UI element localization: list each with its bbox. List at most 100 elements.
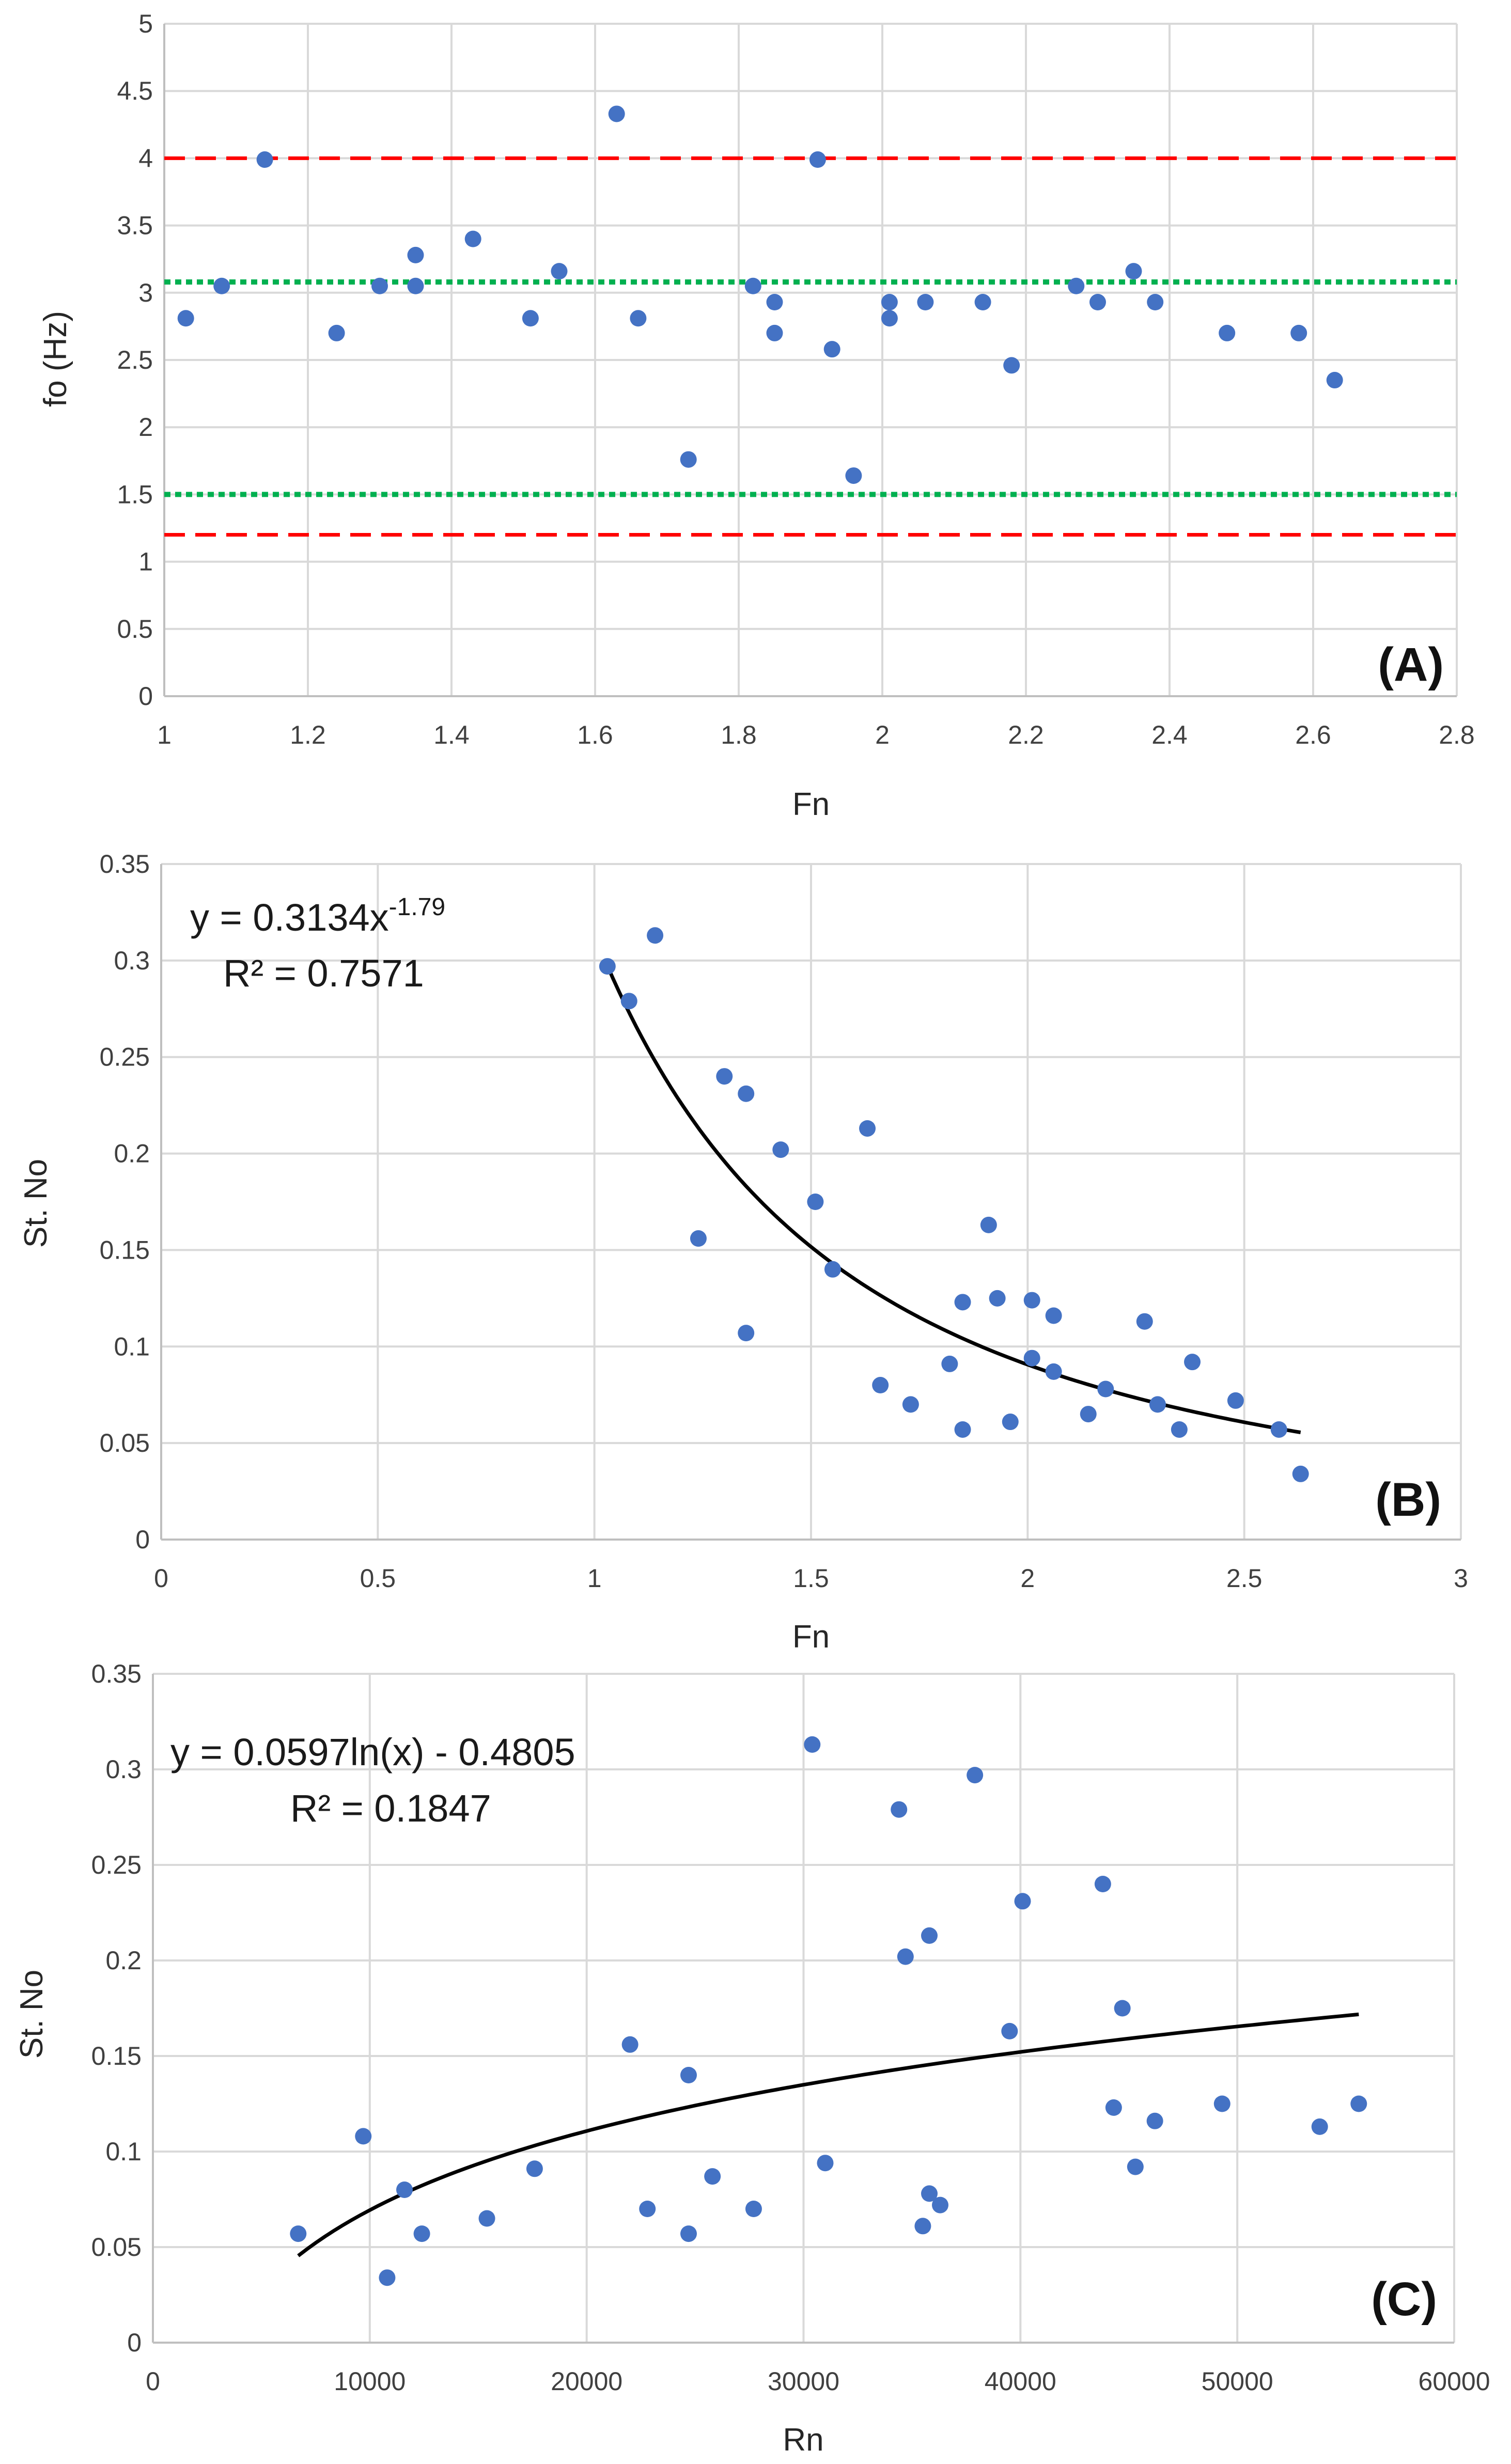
chart-a-x-tick-label: 2.4 bbox=[1151, 720, 1188, 749]
chart-c-y-tick-label: 0.35 bbox=[91, 1659, 142, 1688]
chart-b-data-point bbox=[859, 1120, 876, 1137]
chart-a-x-tick-label: 1.8 bbox=[721, 720, 757, 749]
chart-a-data-point bbox=[766, 294, 783, 311]
chart-b-x-tick-label: 1 bbox=[587, 1564, 602, 1593]
chart-a-y-tick-label: 3 bbox=[138, 278, 153, 307]
chart-a-data-point bbox=[881, 310, 898, 327]
chart-c-data-point bbox=[921, 2185, 938, 2202]
chart-b-x-tick-label: 3 bbox=[1454, 1564, 1468, 1593]
chart-a-y-tick-label: 2 bbox=[138, 413, 153, 442]
chart-c-data-point bbox=[413, 2225, 430, 2242]
chart-a-x-tick-label: 1.4 bbox=[433, 720, 470, 749]
chart-b-data-point bbox=[1171, 1421, 1188, 1438]
chart-b-trendline bbox=[605, 965, 1301, 1434]
chart-a: 1 1.2 1.4 1.6 1.8 2 2.2 2.4 2.6 2.8 0 0.5 1 1.5 2 2.5 3 3… bbox=[38, 9, 1475, 822]
chart-b-equation-line-1: y = 0.3134x-1.79 bbox=[190, 893, 445, 939]
chart-c-y-tick-label: 0.15 bbox=[91, 2042, 142, 2070]
chart-b-x-tick-label: 0.5 bbox=[360, 1564, 396, 1593]
chart-a-data-point bbox=[328, 324, 345, 341]
chart-a-y-tick-label: 1.5 bbox=[117, 480, 153, 509]
chart-b-data-point bbox=[989, 1290, 1006, 1307]
chart-a-x-tick-label: 2.6 bbox=[1295, 720, 1331, 749]
chart-b-data-point bbox=[1023, 1349, 1040, 1367]
chart-b-data-point bbox=[1292, 1465, 1309, 1482]
chart-a-y-tick-label: 4.5 bbox=[117, 76, 153, 105]
chart-b-x-tick-label: 0 bbox=[154, 1564, 168, 1593]
chart-c-data-point bbox=[1350, 2095, 1367, 2112]
chart-a-data-point bbox=[407, 277, 424, 294]
chart-c-data-point bbox=[680, 2225, 697, 2242]
chart-a-points bbox=[177, 105, 1343, 484]
chart-c-x-tick-label: 40000 bbox=[985, 2367, 1056, 2396]
chart-b-y-tick-label: 0.3 bbox=[114, 946, 150, 975]
chart-a-y-tick-label: 5 bbox=[138, 9, 153, 38]
chart-a-x-axis-title: Fn bbox=[792, 787, 830, 822]
chart-a-data-point bbox=[1125, 263, 1142, 280]
chart-a-y-tick-label: 0 bbox=[138, 682, 153, 711]
chart-a-x-tick-label: 1 bbox=[157, 720, 172, 749]
chart-a-data-point bbox=[766, 324, 783, 341]
chart-c-trendline bbox=[297, 2012, 1359, 2257]
chart-c-y-axis-title: St. No bbox=[14, 1970, 50, 2059]
chart-c-data-point bbox=[621, 2036, 638, 2053]
chart-a-data-point bbox=[551, 263, 568, 280]
chart-b-data-point bbox=[1045, 1307, 1062, 1324]
chart-a-ticks: 1 1.2 1.4 1.6 1.8 2 2.2 2.4 2.6 2.8 0 0.5 1 1.5 2 2.5 3 3… bbox=[117, 9, 1474, 749]
chart-c-data-point bbox=[804, 1736, 821, 1753]
chart-c-data-point bbox=[1014, 1893, 1031, 1910]
chart-a-data-point bbox=[809, 151, 826, 168]
chart-b-equation-line-2: R² = 0.7571 bbox=[223, 952, 424, 995]
chart-c-y-tick-label: 0.2 bbox=[105, 1946, 142, 1975]
chart-c-data-point bbox=[1146, 2112, 1163, 2129]
chart-c-ticks: 0 10000 20000 30000 40000 50000 60000 0 0.05 0.1 0… bbox=[91, 1659, 1490, 2396]
chart-a-data-point bbox=[1003, 357, 1020, 374]
chart-b-grid bbox=[160, 863, 1462, 1541]
chart-b-data-point bbox=[1227, 1392, 1244, 1409]
chart-a-data-point bbox=[1089, 294, 1106, 311]
chart-c-data-point bbox=[897, 1948, 914, 1965]
chart-b-data-point bbox=[1097, 1380, 1114, 1398]
chart-b-y-tick-label: 0.35 bbox=[100, 850, 150, 878]
chart-a-data-point bbox=[744, 277, 761, 294]
chart-b-data-point bbox=[1023, 1292, 1040, 1309]
chart-a-y-tick-label: 3.5 bbox=[117, 211, 153, 240]
chart-a-x-tick-label: 1.2 bbox=[290, 720, 326, 749]
chart-c-data-point bbox=[639, 2201, 656, 2217]
chart-b-y-tick-label: 0.05 bbox=[100, 1429, 150, 1457]
chart-b-data-point bbox=[824, 1261, 841, 1278]
chart-b-data-point bbox=[599, 958, 616, 975]
chart-a-panel-label: (A) bbox=[1378, 638, 1444, 691]
chart-b-data-point bbox=[1136, 1313, 1153, 1330]
chart-b-data-point bbox=[1270, 1421, 1287, 1438]
chart-a-data-point bbox=[881, 294, 898, 311]
chart-c-data-point bbox=[914, 2218, 931, 2235]
chart-c: 0 10000 20000 30000 40000 50000 60000 0 0.05 0.1 0… bbox=[14, 1659, 1490, 2458]
chart-b-data-point bbox=[772, 1141, 789, 1158]
chart-c-equation-line-1: y = 0.0597ln(x) - 0.4805 bbox=[170, 1731, 575, 1774]
chart-c-grid bbox=[152, 1673, 1455, 2344]
chart-a-x-tick-label: 2.2 bbox=[1008, 720, 1044, 749]
chart-a-data-point bbox=[1068, 277, 1085, 294]
chart-a-data-point bbox=[608, 105, 625, 122]
chart-c-y-tick-label: 0.25 bbox=[91, 1850, 142, 1879]
chart-a-data-point bbox=[177, 310, 194, 327]
chart-c-x-tick-label: 30000 bbox=[768, 2367, 839, 2396]
chart-c-x-tick-label: 50000 bbox=[1202, 2367, 1273, 2396]
chart-c-data-point bbox=[1001, 2022, 1018, 2039]
chart-a-data-point bbox=[1219, 324, 1236, 341]
chart-a-data-point bbox=[630, 310, 647, 327]
chart-b-x-tick-label: 2.5 bbox=[1226, 1564, 1263, 1593]
chart-a-data-point bbox=[464, 230, 481, 247]
chart-b-y-tick-label: 0.1 bbox=[114, 1332, 150, 1361]
chart-b-points bbox=[599, 927, 1309, 1482]
chart-a-data-point bbox=[371, 277, 388, 294]
chart-c-data-point bbox=[931, 2196, 948, 2214]
chart-a-data-point bbox=[823, 341, 840, 358]
chart-c-data-point bbox=[526, 2160, 543, 2177]
chart-b-x-tick-label: 1.5 bbox=[793, 1564, 829, 1593]
chart-a-y-tick-label: 4 bbox=[138, 144, 153, 172]
chart-b-data-point bbox=[980, 1216, 997, 1233]
chart-c-data-point bbox=[1127, 2158, 1144, 2175]
chart-b-data-point bbox=[738, 1325, 755, 1342]
chart-b-data-point bbox=[1002, 1414, 1019, 1431]
